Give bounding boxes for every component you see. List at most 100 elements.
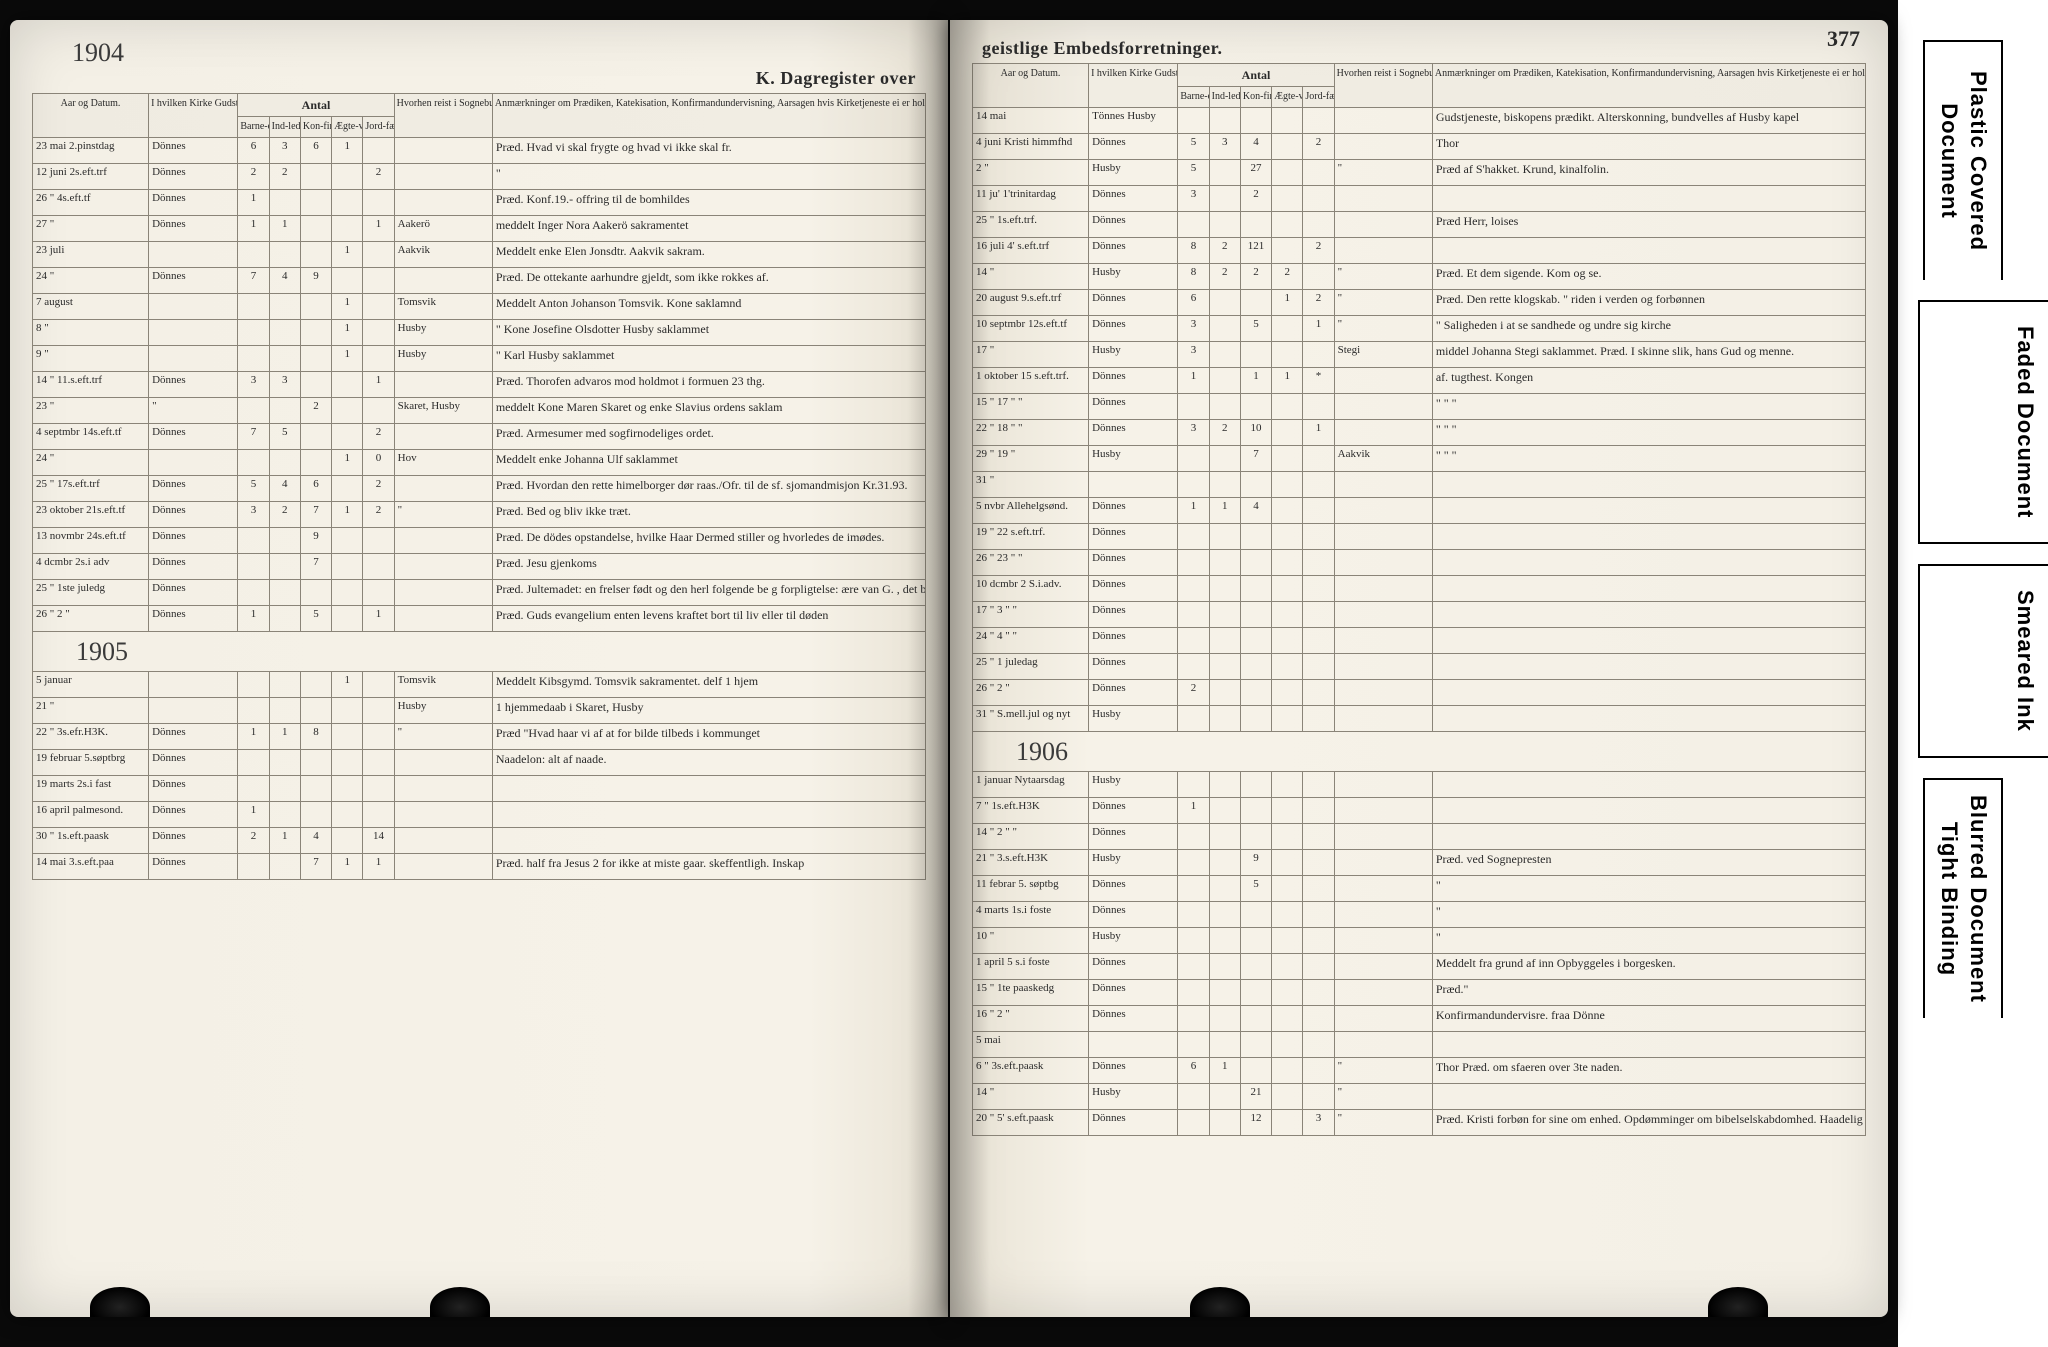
cell-count — [332, 164, 363, 190]
cell-count — [300, 294, 331, 320]
cell-count — [1178, 772, 1209, 798]
cell-date: 1 januar Nytaarsdag — [973, 772, 1089, 798]
cell-count: 2 — [1303, 290, 1334, 316]
cell-count: 1 — [269, 724, 300, 750]
cell-church — [149, 698, 238, 724]
cell-count — [1272, 706, 1303, 732]
cell-count: 2 — [238, 164, 269, 190]
cell-count — [1240, 602, 1271, 628]
cell-sogne — [1334, 420, 1432, 446]
cell-church: " — [149, 398, 238, 424]
register-table-left: Aar og Datum. I hvilken Kirke Gudstjenes… — [32, 93, 926, 880]
tab-blurred-tight[interactable]: Blurred Document Tight Binding — [1923, 778, 2003, 1018]
cell-count: 2 — [1209, 264, 1240, 290]
document-viewer: 1904 K. Dagregister over Aar og Datum. I… — [0, 0, 2048, 1347]
cell-date: 17 " 3 " " — [973, 602, 1089, 628]
cell-count — [1209, 1032, 1240, 1058]
cell-count: 1 — [332, 294, 363, 320]
cell-remarks: Præd. Konf.19.- offring til de bomhildes — [492, 190, 925, 216]
cell-date: 4 septmbr 14s.eft.tf — [33, 424, 149, 450]
cell-remarks: Præd. Armesumer med sogfirnodeliges orde… — [492, 424, 925, 450]
cell-count — [1272, 498, 1303, 524]
table-row: 5 mai — [973, 1032, 1866, 1058]
cell-count — [1209, 472, 1240, 498]
cell-count — [1178, 654, 1209, 680]
page-number: 377 — [1827, 26, 1860, 52]
cell-date: 10 septmbr 12s.eft.tf — [973, 316, 1089, 342]
cell-count — [1178, 850, 1209, 876]
cell-remarks: Thor — [1432, 134, 1865, 160]
cell-count — [1240, 706, 1271, 732]
cell-count — [269, 854, 300, 880]
cell-count: 5 — [1178, 160, 1209, 186]
cell-count — [1209, 654, 1240, 680]
cell-date: 31 " — [973, 472, 1089, 498]
cell-count — [300, 802, 331, 828]
cell-count: 7 — [238, 268, 269, 294]
cell-count: 4 — [269, 476, 300, 502]
cell-sogne: Tomsvik — [394, 672, 492, 698]
cell-count: 1 — [238, 190, 269, 216]
cell-count: 1 — [1240, 368, 1271, 394]
cell-count — [363, 554, 394, 580]
cell-count — [1240, 980, 1271, 1006]
cell-sogne — [1334, 1032, 1432, 1058]
col-date: Aar og Datum. — [33, 94, 149, 138]
cell-count — [332, 828, 363, 854]
cell-count — [1240, 902, 1271, 928]
cell-sogne — [394, 190, 492, 216]
cell-count — [332, 216, 363, 242]
tab-smeared[interactable]: Smeared Ink — [1918, 564, 2048, 758]
cell-church: Dönnes — [1089, 980, 1178, 1006]
cell-count — [1178, 1006, 1209, 1032]
cell-count: 6 — [300, 476, 331, 502]
cell-count — [1240, 798, 1271, 824]
tab-faded[interactable]: Faded Document — [1918, 300, 2048, 544]
cell-count — [332, 580, 363, 606]
table-row: 23 oktober 21s.eft.tfDönnes32712"Præd. B… — [33, 502, 926, 528]
cell-count — [1303, 954, 1334, 980]
cell-count — [1178, 902, 1209, 928]
cell-count — [1303, 654, 1334, 680]
table-row: 24 " 4 " "Dönnes — [973, 628, 1866, 654]
table-row: 20 august 9.s.eft.trfDönnes612"Præd. Den… — [973, 290, 1866, 316]
cell-count — [238, 450, 269, 476]
cell-sogne — [394, 528, 492, 554]
cell-remarks: af. tugthest. Kongen — [1432, 368, 1865, 394]
cell-date: 14 " 11.s.eft.trf — [33, 372, 149, 398]
cell-church: Dönnes — [149, 828, 238, 854]
cell-count: 1 — [1303, 420, 1334, 446]
cell-church: Tönnes Husby — [1089, 108, 1178, 134]
cell-count — [1240, 680, 1271, 706]
cell-date: 14 " — [973, 264, 1089, 290]
cell-remarks: Præd. De ottekante aarhundre gjeldt, som… — [492, 268, 925, 294]
cell-count — [1272, 772, 1303, 798]
cell-count — [1209, 1084, 1240, 1110]
cell-church: Dönnes — [1089, 524, 1178, 550]
cell-church — [149, 672, 238, 698]
cell-sogne: " — [1334, 316, 1432, 342]
cell-count — [1240, 576, 1271, 602]
cell-church: Dönnes — [1089, 824, 1178, 850]
cell-remarks: Præd "Hvad haar vi af at for bilde tilbe… — [492, 724, 925, 750]
cell-count — [1209, 290, 1240, 316]
cell-church: Dönnes — [1089, 654, 1178, 680]
cell-count: 2 — [300, 398, 331, 424]
cell-count — [1303, 980, 1334, 1006]
cell-date: 26 " 23 " " — [973, 550, 1089, 576]
cell-count — [1178, 602, 1209, 628]
cell-count — [1272, 238, 1303, 264]
cell-count — [1178, 1110, 1209, 1136]
cell-sogne — [1334, 706, 1432, 732]
cell-church: Husby — [1089, 264, 1178, 290]
table-row: 6 " 3s.eft.paaskDönnes61"Thor Præd. om s… — [973, 1058, 1866, 1084]
cell-count: 27 — [1240, 160, 1271, 186]
cell-sogne — [1334, 980, 1432, 1006]
cell-count — [269, 698, 300, 724]
cell-church: Dönnes — [149, 268, 238, 294]
cell-count — [269, 398, 300, 424]
cell-count — [1272, 576, 1303, 602]
tab-plastic-covered[interactable]: Plastic Covered Document — [1923, 40, 2003, 280]
cell-count — [300, 346, 331, 372]
cell-church: Dönnes — [149, 724, 238, 750]
